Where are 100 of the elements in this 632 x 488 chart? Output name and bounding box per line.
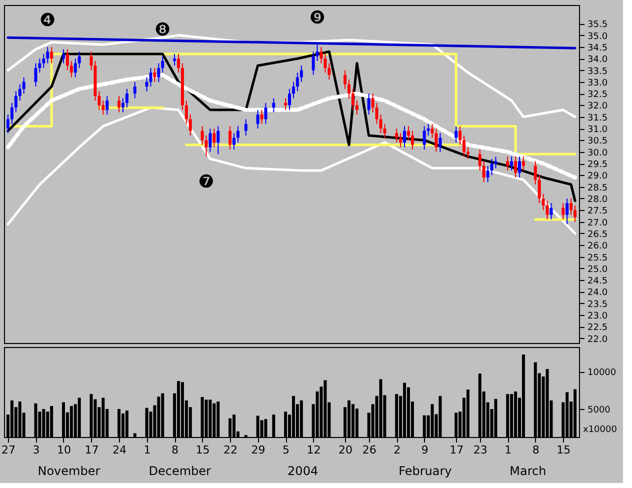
candlestick: [62, 48, 65, 64]
x-tick-label: 29: [251, 444, 266, 456]
x-tick-label: 17: [84, 444, 99, 456]
y-tick-label: 30.0: [588, 148, 608, 158]
candlestick: [546, 200, 549, 220]
candlestick: [176, 53, 180, 74]
candlestick: [538, 174, 541, 204]
candlestick: [438, 132, 442, 152]
candlestick: [106, 95, 109, 116]
candlestick: [256, 109, 260, 130]
y-tick-label: 30.5: [588, 136, 608, 147]
candlestick: [236, 126, 240, 144]
text: December: [148, 464, 212, 478]
candlestick: [50, 46, 54, 64]
candlestick: [371, 93, 374, 113]
candlestick: [98, 90, 101, 110]
y-tick-label: 28.0: [588, 194, 608, 205]
candlestick: [118, 95, 120, 113]
candlestick: [244, 118, 248, 136]
y-tick-label: 32.0: [588, 102, 608, 112]
candlestick: [566, 198, 569, 225]
candlestick: [562, 202, 565, 220]
candlestick: [38, 58, 42, 74]
y-tick-label: 23.0: [588, 312, 608, 322]
x-tick-label: 10: [56, 444, 71, 456]
candlestick: [534, 160, 537, 185]
x-tick-label: 9: [421, 444, 428, 456]
candlestick: [462, 135, 466, 158]
candlestick: [574, 204, 577, 222]
candlestick: [395, 128, 398, 144]
candlestick: [78, 51, 81, 68]
candlestick: [14, 90, 18, 113]
candlestick: [422, 126, 426, 150]
candlestick: [324, 53, 327, 74]
candlestick: [188, 114, 192, 136]
x-tick-label: 5: [282, 444, 290, 456]
candlestick: [426, 123, 430, 136]
candlestick: [454, 126, 458, 144]
y-tick-label: 33.5: [588, 66, 608, 77]
y-tick-label: 25.0: [588, 264, 608, 275]
candlestick: [518, 156, 522, 178]
x-tick-label: 17: [450, 444, 464, 456]
text: November: [38, 464, 100, 478]
y-tick-label: 24.5: [588, 276, 608, 287]
candlestick: [264, 102, 268, 124]
candlestick: [173, 53, 176, 66]
candlestick: [121, 98, 124, 113]
x-tick-label: 27: [1, 444, 16, 456]
x-tick-label: 8: [532, 444, 540, 456]
y-tick-label: 33.0: [588, 78, 608, 88]
y-tick-label: 24.0: [588, 288, 608, 298]
candlestick: [542, 193, 545, 211]
candlestick: [482, 160, 486, 183]
y-tick-label: 35.0: [588, 32, 608, 42]
y-tick-label: 26.5: [588, 230, 608, 240]
candlestick: [410, 130, 414, 150]
candlestick: [161, 56, 164, 74]
candlestick: [406, 126, 410, 141]
x-tick-label: 26: [362, 444, 376, 456]
x-tick-label: 12: [306, 444, 321, 456]
y-tick-label: 26.0: [588, 242, 608, 252]
candlestick: [74, 58, 77, 78]
text: March: [510, 464, 546, 478]
candlestick: [316, 44, 319, 62]
candlestick: [216, 126, 220, 155]
candlestick: [478, 149, 482, 172]
annotation: ❽: [154, 19, 171, 40]
candlestick: [300, 65, 303, 82]
candlestick: [292, 81, 295, 99]
line-series: [6, 106, 576, 235]
candlestick: [288, 88, 292, 110]
candlestick: [34, 62, 38, 88]
y-tick-label: 22.0: [588, 334, 608, 345]
y-tick-label: 27.0: [588, 218, 608, 228]
annotation: ❹: [40, 10, 56, 31]
candlestick: [351, 88, 354, 110]
y-tick-label: 34.5: [588, 43, 608, 54]
candlestick: [272, 98, 276, 113]
candlestick: [133, 81, 136, 99]
x-tick-label: 23: [473, 444, 488, 456]
candlestick: [403, 126, 406, 148]
candlestick: [212, 128, 216, 148]
y-tick-label: 23.5: [588, 300, 608, 310]
y-tick-label: 31.5: [588, 113, 608, 124]
candlestick: [320, 46, 323, 64]
candlestick: [157, 62, 160, 82]
y-tick-label: 27.5: [588, 206, 608, 217]
y-tick-label: 10000: [588, 368, 616, 378]
text: 2004: [288, 464, 318, 478]
candlestick: [46, 46, 50, 64]
x-tick-label: 20: [338, 444, 353, 456]
candlestick: [344, 70, 347, 90]
candlestick: [184, 100, 188, 124]
y-tick-label: 31.0: [588, 125, 608, 136]
x-tick-label: 15: [556, 444, 571, 456]
candlestick: [550, 202, 553, 220]
candlestick: [18, 84, 22, 102]
y-tick-label: 5000: [588, 405, 611, 416]
y-tick-label: 22.5: [588, 323, 608, 334]
x-tick-label: 24: [112, 444, 126, 456]
